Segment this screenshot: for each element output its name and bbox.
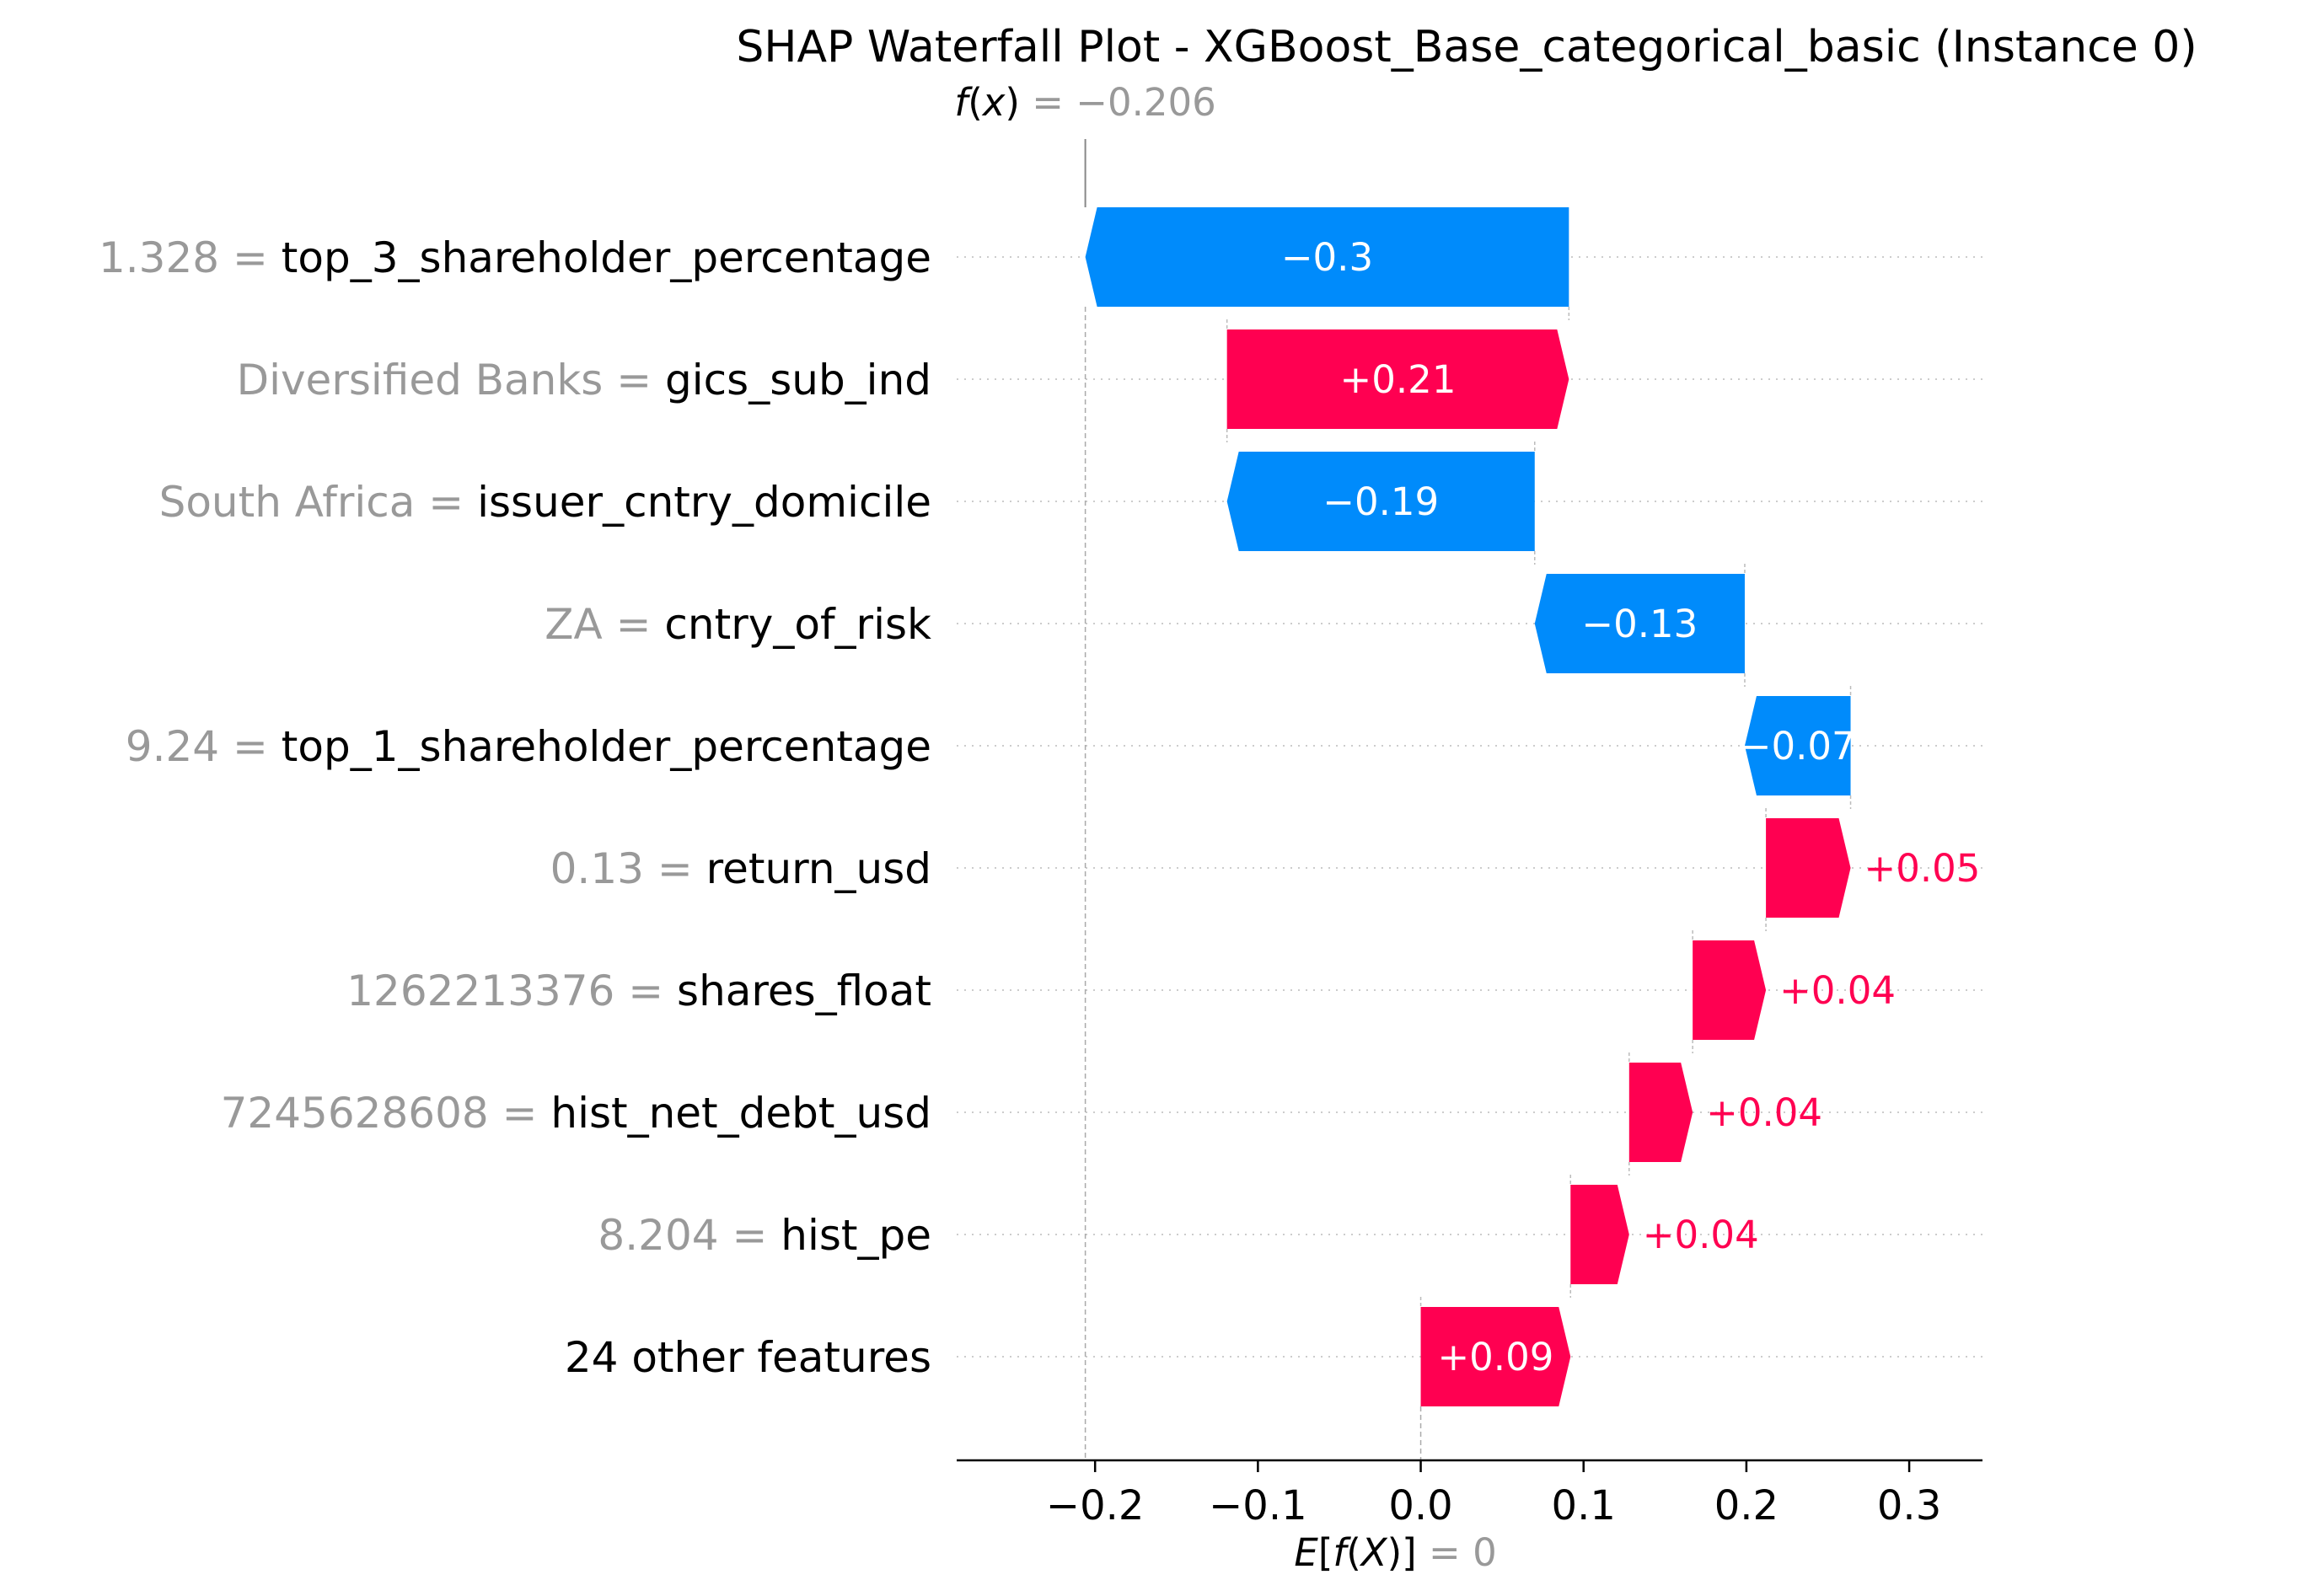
- waterfall-bar: [1744, 696, 1851, 795]
- feature-label: 24 other features: [565, 1333, 931, 1382]
- bar-value-label: −0.13: [1581, 602, 1698, 646]
- x-tick-label: 0.1: [1552, 1482, 1616, 1529]
- feature-value: Diversified Banks =: [237, 356, 665, 404]
- feature-name: shares_float: [677, 967, 931, 1015]
- ex-label: E[f(X)] = 0: [1294, 1530, 1496, 1575]
- ex-annotation: E[f(X)] = 0: [1294, 1530, 1496, 1575]
- connector-lines: [1084, 139, 1852, 1460]
- chart-title: SHAP Waterfall Plot - XGBoost_Base_categ…: [736, 22, 2197, 72]
- feature-value: ZA =: [545, 600, 664, 649]
- feature-label: Diversified Banks = gics_sub_ind: [237, 356, 931, 404]
- waterfall-bar: [1628, 1063, 1693, 1162]
- bar-value-label: −0.07: [1740, 724, 1856, 769]
- bars: −0.3 +0.21 −0.19 −0.13 −0.07 +0.05 +0.04 +0.04 +…: [1085, 207, 1981, 1406]
- feature-name: top_1_shareholder_percentage: [282, 722, 931, 771]
- waterfall-bar: [1085, 207, 1569, 307]
- x-tick-label: −0.2: [1046, 1482, 1145, 1529]
- feature-name: top_3_shareholder_percentage: [282, 233, 931, 282]
- feature-name: hist_net_debt_usd: [550, 1089, 931, 1138]
- bar-value-label: +0.21: [1340, 357, 1457, 402]
- fx-label: f(x) = −0.206: [954, 80, 1215, 125]
- x-tick-label: 0.2: [1714, 1482, 1779, 1529]
- feature-label: 7245628608 = hist_net_debt_usd: [221, 1089, 931, 1138]
- feature-value: 0.13 =: [550, 844, 706, 893]
- waterfall-bar: [1420, 1307, 1571, 1406]
- feature-name: 24 other features: [565, 1333, 931, 1382]
- feature-name: cntry_of_risk: [664, 600, 931, 649]
- bar-value-label: +0.09: [1437, 1335, 1553, 1379]
- waterfall-bar: [1570, 1185, 1629, 1284]
- x-tick-label: −0.1: [1209, 1482, 1307, 1529]
- bar-value-label: +0.04: [1779, 968, 1896, 1013]
- bar-value-label: +0.04: [1706, 1090, 1822, 1135]
- waterfall-bar: [1226, 452, 1535, 551]
- waterfall-bar: [1534, 574, 1745, 673]
- feature-label: 0.13 = return_usd: [550, 844, 931, 893]
- bar-value-label: −0.3: [1281, 235, 1373, 280]
- feature-value: 1.328 =: [99, 233, 282, 282]
- x-axis: −0.2 −0.1 0.0 0.1 0.2 0.3: [957, 1459, 1982, 1529]
- waterfall-bar: [1766, 818, 1851, 918]
- feature-name: hist_pe: [781, 1211, 931, 1260]
- bar-value-label: +0.05: [1864, 846, 1981, 891]
- feature-label: South Africa = issuer_cntry_domicile: [159, 478, 931, 527]
- waterfall-bar: [1693, 940, 1767, 1040]
- bar-value-label: +0.04: [1643, 1213, 1759, 1257]
- feature-value: 1262213376 =: [346, 967, 677, 1015]
- bar-value-label: −0.19: [1323, 479, 1439, 524]
- feature-labels: 1.328 = top_3_shareholder_percentage Dive…: [99, 233, 931, 1382]
- feature-value: 9.24 =: [126, 722, 282, 771]
- feature-label: ZA = cntry_of_risk: [545, 600, 931, 649]
- feature-label: 9.24 = top_1_shareholder_percentage: [126, 722, 931, 771]
- waterfall-bar: [1226, 329, 1569, 429]
- feature-name: return_usd: [706, 844, 931, 893]
- feature-name: issuer_cntry_domicile: [477, 478, 931, 527]
- feature-label: 8.204 = hist_pe: [598, 1211, 931, 1260]
- feature-label: 1.328 = top_3_shareholder_percentage: [99, 233, 931, 282]
- fx-annotation: f(x) = −0.206: [954, 80, 1215, 125]
- feature-label: 1262213376 = shares_float: [346, 967, 931, 1015]
- feature-value: South Africa =: [159, 478, 478, 527]
- x-tick-label: 0.0: [1388, 1482, 1452, 1529]
- feature-value: 7245628608 =: [221, 1089, 551, 1138]
- feature-name: gics_sub_ind: [665, 356, 931, 404]
- feature-value: 8.204 =: [598, 1211, 781, 1260]
- x-tick-label: 0.3: [1877, 1482, 1941, 1529]
